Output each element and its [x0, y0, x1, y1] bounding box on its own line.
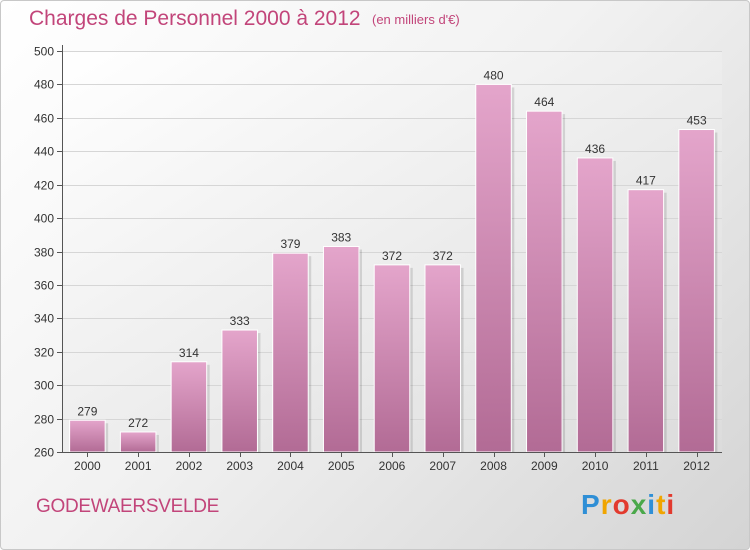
x-ticks: 2000 2001 2002 2003 2004 2005 2006 2007 2008 2009…: [74, 452, 710, 473]
x-tick-label-2009: 2009: [531, 459, 558, 473]
data-label-2011: 417: [636, 174, 656, 188]
data-label-2012: 453: [687, 114, 707, 128]
data-label-2004: 379: [280, 237, 300, 251]
y-tick-label: 480: [34, 78, 54, 92]
logo-letter: i: [666, 489, 676, 520]
x-tick-label-2000: 2000: [74, 459, 101, 473]
bar-2007: [424, 264, 462, 453]
bar-2008: [475, 83, 512, 453]
data-label-2010: 436: [585, 142, 605, 156]
data-label-2008: 480: [484, 68, 504, 82]
x-tick-label-2005: 2005: [328, 459, 355, 473]
data-label-2000: 279: [77, 404, 97, 418]
y-ticks: 260 280 300 320 340 360 380 400 420 440 460 480 500: [34, 45, 62, 460]
logo-letter: o: [612, 489, 631, 520]
logo-letter: t: [656, 489, 667, 520]
data-label-2003: 333: [230, 314, 250, 328]
x-tick-label-2008: 2008: [480, 459, 507, 473]
chart-title: Charges de Personnel 2000 à 2012: [29, 7, 361, 30]
data-label-2009: 464: [534, 95, 554, 109]
bar-2009: [526, 110, 563, 453]
y-tick-label: 380: [34, 246, 54, 260]
data-labels: 279 272 314 333 379 383 372 372 480 464 436 417 453: [77, 68, 707, 430]
y-tick-label: 340: [34, 312, 54, 326]
x-tick-label-2002: 2002: [176, 459, 203, 473]
y-tick-label: 420: [34, 179, 54, 193]
logo-letter: i: [647, 489, 657, 520]
commune-name: GODEWAERSVELDE: [36, 496, 220, 517]
bar-2001: [119, 431, 157, 453]
y-tick-label: 360: [34, 279, 54, 293]
bar-2006: [373, 264, 411, 453]
bar-2004: [272, 252, 309, 453]
x-tick-label-2006: 2006: [379, 459, 406, 473]
y-tick-label: 460: [34, 112, 54, 126]
logo-letter: x: [630, 489, 648, 520]
x-tick-label-2010: 2010: [582, 459, 609, 473]
y-tick-label: 500: [34, 45, 54, 59]
bar-2010: [576, 157, 614, 453]
bar-2005: [322, 245, 360, 453]
data-label-2002: 314: [179, 346, 199, 360]
x-tick-label-2003: 2003: [226, 459, 253, 473]
y-tick-label: 280: [34, 413, 54, 427]
y-tick-label: 440: [34, 145, 54, 159]
y-tick-label: 300: [34, 379, 54, 393]
bars: [69, 83, 718, 453]
logo-letter: P: [581, 489, 601, 520]
x-tick-label-2011: 2011: [633, 459, 659, 473]
proxiti-logo: Proxiti: [581, 489, 675, 521]
data-label-2001: 272: [128, 416, 148, 430]
data-label-2007: 372: [433, 249, 453, 263]
y-tick-label: 260: [34, 446, 54, 460]
chart-subtitle: (en milliers d'€): [372, 12, 460, 27]
x-tick-label-2007: 2007: [429, 459, 456, 473]
bar-2012: [678, 129, 715, 453]
x-tick-label-2001: 2001: [125, 459, 152, 473]
y-tick-label: 400: [34, 212, 54, 226]
y-tick-label: 320: [34, 346, 54, 360]
x-tick-label-2004: 2004: [277, 459, 304, 473]
x-tick-label-2012: 2012: [683, 459, 710, 473]
data-label-2006: 372: [382, 249, 402, 263]
data-label-2005: 383: [331, 230, 351, 244]
bar-2000: [69, 419, 106, 453]
bar-2002: [170, 361, 208, 453]
bar-2003: [221, 329, 258, 453]
logo-letter: r: [600, 489, 613, 520]
bar-2011: [627, 189, 665, 453]
